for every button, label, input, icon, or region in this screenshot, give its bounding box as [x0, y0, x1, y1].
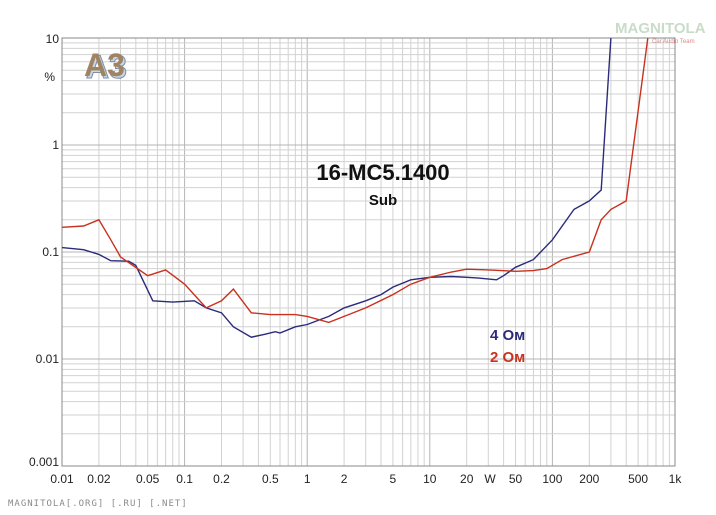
y-tick-label: 10: [46, 32, 60, 46]
x-tick-label: 20: [460, 472, 474, 486]
series-line-2ohm: [62, 38, 649, 324]
y-tick-labels: 10 1 0.1 0.01 0.001: [29, 32, 59, 469]
x-tick-label: 5: [390, 472, 397, 486]
series-line-4ohm: [62, 38, 612, 338]
svg-text:A3: A3: [84, 47, 125, 83]
x-tick-label: 1: [304, 472, 311, 486]
chart-title: 16-MC5.1400: [316, 160, 449, 185]
x-tick-label: 0.02: [87, 472, 111, 486]
x-tick-label: 0.5: [262, 472, 279, 486]
x-tick-label: 0.01: [50, 472, 74, 486]
x-tick-label: 200: [579, 472, 599, 486]
y-tick-label: 1: [52, 138, 59, 152]
y-tick-label: 0.1: [42, 245, 59, 259]
legend-entry-4ohm: 4 Ом: [490, 327, 525, 344]
svg-text:Car Audio Team: Car Audio Team: [652, 39, 695, 45]
grid: [61, 38, 675, 467]
plot-frame: [61, 37, 676, 467]
x-tick-label: 0.1: [176, 472, 193, 486]
series-group: [62, 38, 649, 338]
x-tick-label: 1k: [669, 472, 683, 486]
y-tick-label: 0.01: [36, 352, 60, 366]
footer-text: MAGNITOLA[.ORG] [.RU] [.NET]: [8, 499, 188, 509]
x-axis-label: W: [484, 472, 496, 486]
x-tick-label: 50: [509, 472, 523, 486]
x-tick-label: 10: [423, 472, 437, 486]
magnitola-watermark: MAGNITOLA Car Audio Team: [615, 20, 706, 45]
x-tick-label: 0.2: [213, 472, 230, 486]
svg-text:A3: A3: [86, 49, 127, 85]
y-tick-label: 0.001: [29, 455, 59, 469]
x-tick-label: 2: [341, 472, 348, 486]
a3-logo: A3 A3: [84, 47, 127, 86]
x-tick-label: 500: [628, 472, 648, 486]
x-tick-labels: 0.01 0.02 0.05 0.1 0.2 0.5 1 2 5 10 20 50 100 200 500 1…: [50, 472, 682, 486]
x-tick-label: 100: [542, 472, 562, 486]
legend-entry-2ohm: 2 Ом: [490, 349, 525, 366]
svg-text:MAGNITOLA: MAGNITOLA: [615, 20, 706, 37]
x-tick-label: 0.05: [136, 472, 160, 486]
chart-subtitle: Sub: [369, 192, 397, 209]
y-axis-label: %: [44, 70, 55, 84]
